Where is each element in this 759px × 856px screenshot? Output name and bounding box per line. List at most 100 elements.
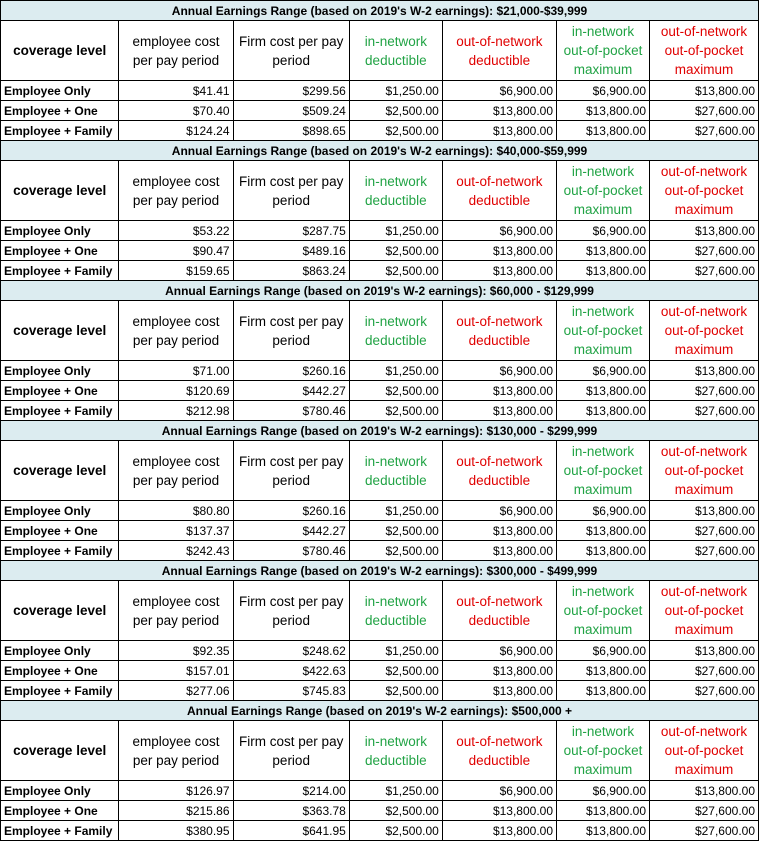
out-of-network-oop-max-cell[interactable]: $27,600.00 <box>649 820 759 841</box>
out-of-network-oop-max-header[interactable]: out-of-network out-of-pocket maximum <box>649 580 759 641</box>
out-of-network-deductible-cell[interactable]: $13,800.00 <box>441 120 558 141</box>
coverage-level-header[interactable]: coverage level <box>0 300 120 361</box>
firm-cost-cell[interactable]: $745.83 <box>232 680 350 701</box>
firm-cost-cell[interactable]: $489.16 <box>232 240 350 261</box>
out-of-network-oop-max-cell[interactable]: $13,800.00 <box>649 80 759 101</box>
coverage-level-cell[interactable]: Employee Only <box>0 780 120 801</box>
employee-cost-cell[interactable]: $53.22 <box>118 220 234 241</box>
out-of-network-oop-max-cell[interactable]: $27,600.00 <box>649 660 759 681</box>
out-of-network-deductible-cell[interactable]: $6,900.00 <box>441 640 558 661</box>
employee-cost-header[interactable]: employee cost per pay period <box>118 580 234 641</box>
in-network-deductible-cell[interactable]: $1,250.00 <box>348 80 443 101</box>
firm-cost-cell[interactable]: $898.65 <box>232 120 350 141</box>
in-network-oop-max-cell[interactable]: $13,800.00 <box>555 400 651 421</box>
in-network-deductible-header[interactable]: in-network deductible <box>348 440 443 501</box>
firm-cost-cell[interactable]: $641.95 <box>232 820 350 841</box>
employee-cost-cell[interactable]: $159.65 <box>118 260 234 281</box>
out-of-network-deductible-cell[interactable]: $13,800.00 <box>441 680 558 701</box>
in-network-oop-max-cell[interactable]: $13,800.00 <box>555 660 651 681</box>
firm-cost-cell[interactable]: $299.56 <box>232 80 350 101</box>
earnings-range-title[interactable]: Annual Earnings Range (based on 2019's W… <box>0 700 759 721</box>
employee-cost-cell[interactable]: $277.06 <box>118 680 234 701</box>
in-network-deductible-cell[interactable]: $1,250.00 <box>348 780 443 801</box>
out-of-network-oop-max-cell[interactable]: $27,600.00 <box>649 260 759 281</box>
firm-cost-cell[interactable]: $260.16 <box>232 500 350 521</box>
employee-cost-cell[interactable]: $212.98 <box>118 400 234 421</box>
in-network-deductible-cell[interactable]: $1,250.00 <box>348 360 443 381</box>
out-of-network-oop-max-cell[interactable]: $27,600.00 <box>649 380 759 401</box>
in-network-oop-max-header[interactable]: in-network out-of-pocket maximum <box>555 20 651 81</box>
in-network-oop-max-header[interactable]: in-network out-of-pocket maximum <box>555 440 651 501</box>
in-network-deductible-header[interactable]: in-network deductible <box>348 20 443 81</box>
in-network-oop-max-cell[interactable]: $6,900.00 <box>555 640 651 661</box>
out-of-network-deductible-cell[interactable]: $13,800.00 <box>441 260 558 281</box>
employee-cost-cell[interactable]: $215.86 <box>118 800 234 821</box>
employee-cost-header[interactable]: employee cost per pay period <box>118 720 234 781</box>
coverage-level-cell[interactable]: Employee + Family <box>0 260 120 281</box>
in-network-oop-max-header[interactable]: in-network out-of-pocket maximum <box>555 160 651 221</box>
firm-cost-cell[interactable]: $863.24 <box>232 260 350 281</box>
firm-cost-cell[interactable]: $363.78 <box>232 800 350 821</box>
employee-cost-header[interactable]: employee cost per pay period <box>118 20 234 81</box>
out-of-network-deductible-cell[interactable]: $13,800.00 <box>441 240 558 261</box>
in-network-oop-max-cell[interactable]: $6,900.00 <box>555 80 651 101</box>
firm-cost-cell[interactable]: $442.27 <box>232 520 350 541</box>
in-network-oop-max-cell[interactable]: $13,800.00 <box>555 540 651 561</box>
employee-cost-cell[interactable]: $92.35 <box>118 640 234 661</box>
out-of-network-oop-max-cell[interactable]: $13,800.00 <box>649 500 759 521</box>
out-of-network-oop-max-cell[interactable]: $27,600.00 <box>649 680 759 701</box>
coverage-level-cell[interactable]: Employee + Family <box>0 820 120 841</box>
out-of-network-oop-max-header[interactable]: out-of-network out-of-pocket maximum <box>649 720 759 781</box>
in-network-deductible-cell[interactable]: $2,500.00 <box>348 380 443 401</box>
out-of-network-deductible-header[interactable]: out-of-network deductible <box>441 160 558 221</box>
firm-cost-header[interactable]: Firm cost per pay period <box>232 300 350 361</box>
out-of-network-deductible-header[interactable]: out-of-network deductible <box>441 300 558 361</box>
in-network-deductible-cell[interactable]: $2,500.00 <box>348 400 443 421</box>
in-network-oop-max-cell[interactable]: $13,800.00 <box>555 680 651 701</box>
out-of-network-oop-max-cell[interactable]: $27,600.00 <box>649 800 759 821</box>
earnings-range-title[interactable]: Annual Earnings Range (based on 2019's W… <box>0 140 759 161</box>
out-of-network-deductible-cell[interactable]: $6,900.00 <box>441 220 558 241</box>
firm-cost-cell[interactable]: $260.16 <box>232 360 350 381</box>
out-of-network-oop-max-cell[interactable]: $13,800.00 <box>649 640 759 661</box>
firm-cost-header[interactable]: Firm cost per pay period <box>232 20 350 81</box>
in-network-oop-max-cell[interactable]: $6,900.00 <box>555 780 651 801</box>
out-of-network-oop-max-cell[interactable]: $27,600.00 <box>649 520 759 541</box>
in-network-deductible-cell[interactable]: $1,250.00 <box>348 220 443 241</box>
coverage-level-cell[interactable]: Employee + One <box>0 660 120 681</box>
coverage-level-cell[interactable]: Employee Only <box>0 500 120 521</box>
in-network-deductible-header[interactable]: in-network deductible <box>348 160 443 221</box>
employee-cost-cell[interactable]: $80.80 <box>118 500 234 521</box>
out-of-network-oop-max-cell[interactable]: $27,600.00 <box>649 120 759 141</box>
out-of-network-deductible-cell[interactable]: $13,800.00 <box>441 660 558 681</box>
in-network-deductible-cell[interactable]: $2,500.00 <box>348 260 443 281</box>
firm-cost-cell[interactable]: $780.46 <box>232 540 350 561</box>
employee-cost-cell[interactable]: $41.41 <box>118 80 234 101</box>
in-network-deductible-cell[interactable]: $2,500.00 <box>348 660 443 681</box>
coverage-level-header[interactable]: coverage level <box>0 720 120 781</box>
firm-cost-cell[interactable]: $780.46 <box>232 400 350 421</box>
firm-cost-cell[interactable]: $287.75 <box>232 220 350 241</box>
employee-cost-cell[interactable]: $70.40 <box>118 100 234 121</box>
employee-cost-cell[interactable]: $157.01 <box>118 660 234 681</box>
coverage-level-cell[interactable]: Employee + Family <box>0 400 120 421</box>
out-of-network-oop-max-header[interactable]: out-of-network out-of-pocket maximum <box>649 300 759 361</box>
employee-cost-cell[interactable]: $124.24 <box>118 120 234 141</box>
employee-cost-cell[interactable]: $137.37 <box>118 520 234 541</box>
earnings-range-title[interactable]: Annual Earnings Range (based on 2019's W… <box>0 280 759 301</box>
out-of-network-deductible-cell[interactable]: $13,800.00 <box>441 520 558 541</box>
in-network-oop-max-cell[interactable]: $6,900.00 <box>555 360 651 381</box>
in-network-deductible-cell[interactable]: $2,500.00 <box>348 800 443 821</box>
in-network-deductible-header[interactable]: in-network deductible <box>348 580 443 641</box>
firm-cost-cell[interactable]: $214.00 <box>232 780 350 801</box>
out-of-network-deductible-cell[interactable]: $13,800.00 <box>441 100 558 121</box>
in-network-oop-max-cell[interactable]: $13,800.00 <box>555 380 651 401</box>
coverage-level-cell[interactable]: Employee + Family <box>0 540 120 561</box>
in-network-deductible-cell[interactable]: $1,250.00 <box>348 500 443 521</box>
earnings-range-title[interactable]: Annual Earnings Range (based on 2019's W… <box>0 420 759 441</box>
firm-cost-header[interactable]: Firm cost per pay period <box>232 440 350 501</box>
coverage-level-cell[interactable]: Employee + Family <box>0 680 120 701</box>
out-of-network-deductible-cell[interactable]: $13,800.00 <box>441 400 558 421</box>
in-network-deductible-header[interactable]: in-network deductible <box>348 720 443 781</box>
in-network-oop-max-cell[interactable]: $13,800.00 <box>555 260 651 281</box>
